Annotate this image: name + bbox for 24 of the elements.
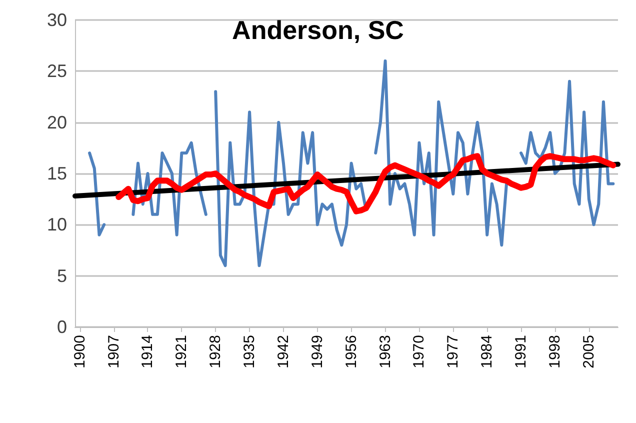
x-tick-label: 1928 [207, 335, 224, 368]
x-tick-label: 1970 [410, 335, 428, 368]
x-tick-label: 1977 [444, 335, 462, 368]
x-tick-label: 1907 [105, 335, 122, 368]
y-tick-label: 20 [46, 112, 67, 132]
chart-title: Anderson, SC [232, 15, 404, 45]
y-tick-label: 30 [46, 10, 67, 30]
x-tick-label: 1963 [376, 335, 394, 368]
y-tick-label: 5 [56, 266, 67, 286]
x-tick-label: 1914 [139, 335, 156, 368]
y-tick-label: 0 [56, 317, 67, 337]
x-tick-label: 1921 [173, 335, 190, 368]
x-tick-label: 2005 [580, 335, 598, 368]
y-tick-label: 15 [46, 164, 67, 184]
x-tick-label: 1984 [478, 335, 496, 368]
x-tick-label: 1942 [274, 335, 292, 368]
x-tick-label: 1998 [546, 335, 564, 368]
y-tick-label: 10 [46, 214, 67, 235]
x-tick-label: 1949 [308, 335, 326, 368]
x-tick-label: 1956 [342, 335, 360, 368]
x-tick-label: 1991 [512, 335, 530, 368]
x-tick-label: 1935 [241, 335, 258, 368]
x-tick-label: 1900 [71, 335, 88, 368]
y-tick-label: 25 [46, 61, 67, 82]
